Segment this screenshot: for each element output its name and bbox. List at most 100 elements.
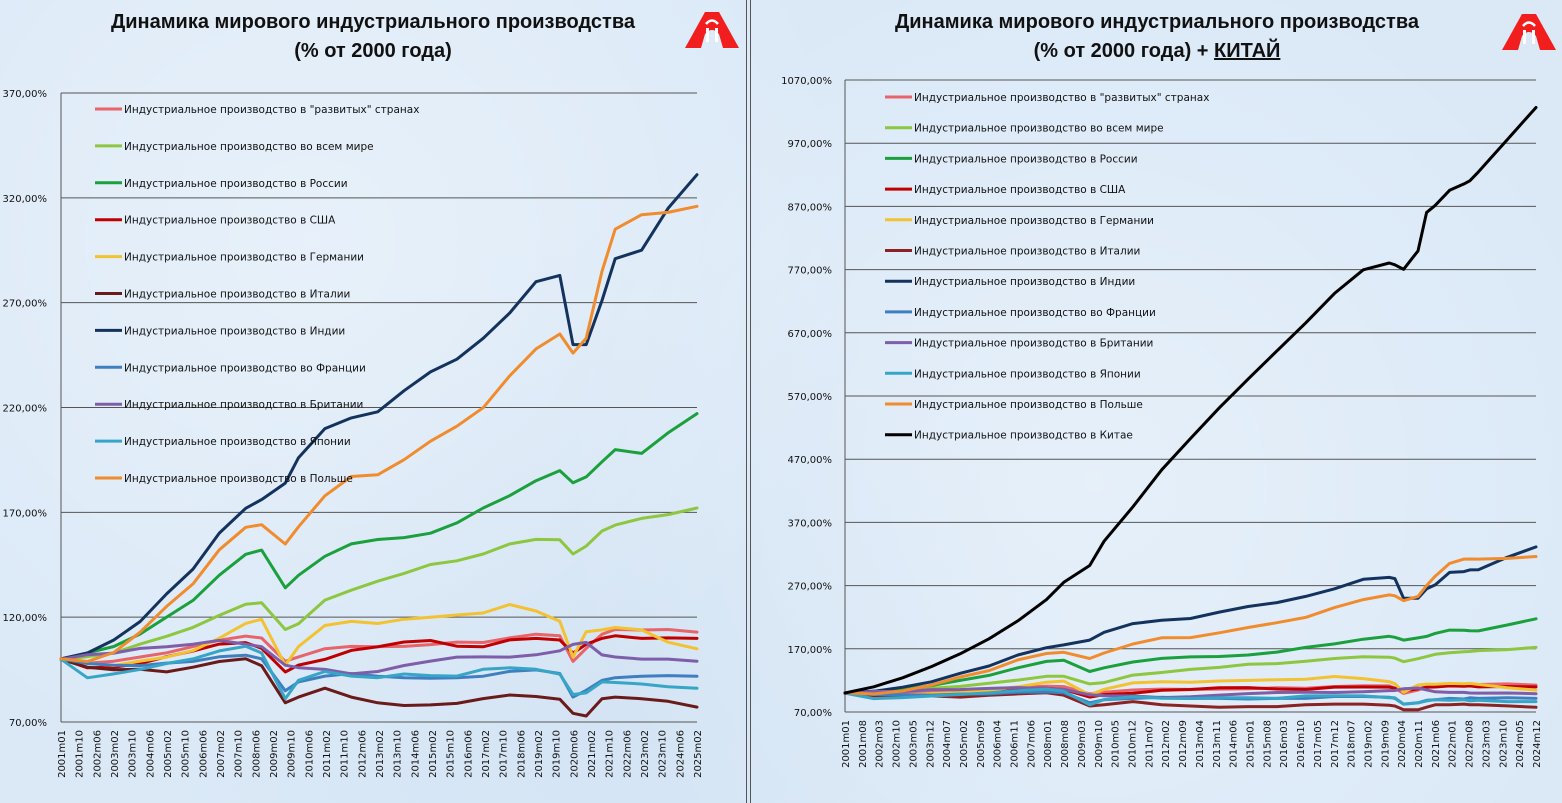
x-tick-label: 2024m06: [675, 730, 686, 778]
y-tick-label: 370,00%: [788, 518, 833, 529]
y-tick-label: 170,00%: [3, 508, 48, 519]
chart-subtitle: (% от 2000 года): [0, 37, 746, 66]
x-tick-label: 2016m10: [1296, 720, 1307, 768]
series-line: [59, 412, 699, 661]
x-tick-label: 2017m02: [481, 730, 492, 778]
legend-label: Индустриальное производство в Британии: [124, 399, 363, 411]
x-tick-label: 2017m05: [1313, 720, 1324, 768]
y-tick-label: 70,00%: [9, 718, 47, 729]
x-tick-label: 2003m02: [110, 730, 121, 778]
legend-label: Индустриальное производство в Германии: [914, 215, 1154, 227]
x-tick-label: 2013m04: [1195, 720, 1206, 768]
x-tick-label: 2025m02: [693, 730, 704, 778]
legend-label: Индустриальное производство в России: [914, 153, 1138, 165]
x-tick-label: 2009m10: [1094, 720, 1105, 768]
y-tick-label: 370,00%: [3, 89, 48, 100]
x-tick-label: 2004m07: [942, 720, 953, 768]
x-tick-label: 2021m06: [1431, 720, 1442, 768]
series-line: [59, 506, 699, 661]
x-tick-label: 2011m02: [322, 730, 333, 778]
legend-label: Индустриальное производство в США: [124, 215, 336, 227]
line-chart-right: 1070,00% 970,00% 870,00% 770,00% 670,00% 570,…: [781, 76, 1543, 768]
x-tick-label: 2013m10: [393, 730, 404, 778]
y-tick-label: 470,00%: [788, 455, 833, 466]
x-tick-label: 2003m05: [908, 720, 919, 768]
x-tick-label: 2001m01: [57, 730, 68, 778]
x-tick-label: 2005m02: [163, 730, 174, 778]
legend-label: Индустриальное производство в Японии: [914, 368, 1141, 380]
x-tick-label: 2011m07: [1144, 720, 1155, 768]
x-tick-label: 2014m06: [1229, 720, 1240, 768]
panel-divider: [750, 0, 751, 803]
legend-label: Индустриальное производство в Китае: [914, 430, 1133, 442]
chart-title-line1: Динамика мирового индустриального произв…: [894, 11, 1419, 33]
x-tick-label: 2010m05: [1111, 720, 1122, 768]
x-tick-label: 2009m02: [269, 730, 280, 778]
x-tick-label: 2015m01: [1245, 720, 1256, 768]
chart-title: Динамика мирового индустриального произв…: [752, 8, 1562, 66]
x-tick-label: 2006m04: [993, 720, 1004, 768]
y-tick-label: 70,00%: [794, 708, 832, 719]
x-tick-label: 2020m11: [1414, 720, 1425, 768]
series-line: [843, 545, 1538, 695]
x-tick-label: 2003m12: [925, 720, 936, 768]
x-tick-label: 2008m08: [1060, 720, 1071, 768]
y-tick-label: 970,00%: [788, 139, 833, 150]
chart-title-line1: Динамика мирового индустриального произв…: [110, 11, 635, 33]
x-tick-label: 2011m10: [340, 730, 351, 778]
x-tick-label: 2012m02: [1161, 720, 1172, 768]
x-tick-label: 2019m10: [552, 730, 563, 778]
chart-subtitle: (% от 2000 года) + КИТАЙ: [752, 37, 1562, 66]
y-tick-label: 770,00%: [788, 266, 833, 277]
y-tick-label: 170,00%: [788, 645, 833, 656]
x-tick-label: 2005m02: [959, 720, 970, 768]
x-tick-label: 2022m06: [622, 730, 633, 778]
series-line: [843, 555, 1538, 696]
x-tick-label: 2002m06: [92, 730, 103, 778]
x-tick-label: 2010m12: [1128, 720, 1139, 768]
x-tick-label: 2012m09: [1178, 720, 1189, 768]
x-tick-label: 2021m02: [587, 730, 598, 778]
legend-label: Индустриальное производство во Франции: [124, 362, 366, 374]
chart-subtitle-text: (% от 2000 года): [294, 40, 452, 62]
series-line: [59, 603, 699, 667]
x-tick-label: 2024m12: [1532, 720, 1543, 768]
legend-label: Индустриальное производство в Индии: [124, 325, 345, 337]
x-tick-label: 2014m06: [410, 730, 421, 778]
legend-label: Индустриальное производство в Италии: [914, 246, 1140, 258]
series-line: [843, 686, 1538, 700]
x-tick-label: 2016m06: [463, 730, 474, 778]
x-tick-label: 2002m10: [892, 720, 903, 768]
chart-subtitle-text: (% от 2000 года) +: [1033, 40, 1215, 62]
x-tick-label: 2007m06: [1026, 720, 1037, 768]
x-tick-label: 2023m03: [1481, 720, 1492, 768]
y-tick-label: 570,00%: [788, 392, 833, 403]
series-line: [843, 675, 1538, 697]
y-tick-label: 1070,00%: [781, 76, 832, 87]
x-tick-label: 2023m10: [658, 730, 669, 778]
x-tick-label: 2015m02: [428, 730, 439, 778]
x-tick-label: 2016m03: [1279, 720, 1290, 768]
x-tick-label: 2012m06: [357, 730, 368, 778]
x-tick-label: 2020m06: [569, 730, 580, 778]
x-tick-label: 2001m01: [841, 720, 852, 768]
legend-label: Индустриальное производство во всем мире: [914, 123, 1164, 135]
x-tick-label: 2006m06: [198, 730, 209, 778]
y-tick-label: 320,00%: [3, 194, 48, 205]
series-line: [59, 638, 699, 676]
x-tick-label: 2015m10: [446, 730, 457, 778]
series-line: [59, 657, 699, 718]
chart-title: Динамика мирового индустриального произв…: [0, 8, 746, 66]
x-tick-label: 2019m02: [534, 730, 545, 778]
x-tick-label: 2001m10: [75, 730, 86, 778]
x-tick-label: 2020m04: [1397, 720, 1408, 768]
legend-label: Индустриальное производство в Индии: [914, 276, 1135, 288]
series-line: [843, 106, 1538, 695]
x-tick-label: 2019m02: [1363, 720, 1374, 768]
x-tick-label: 2021m10: [605, 730, 616, 778]
series-line: [59, 644, 699, 701]
x-tick-label: 2023m10: [1498, 720, 1509, 768]
x-tick-label: 2018m07: [1347, 720, 1358, 768]
x-tick-label: 2024m05: [1515, 720, 1526, 768]
x-tick-label: 2018m06: [516, 730, 527, 778]
